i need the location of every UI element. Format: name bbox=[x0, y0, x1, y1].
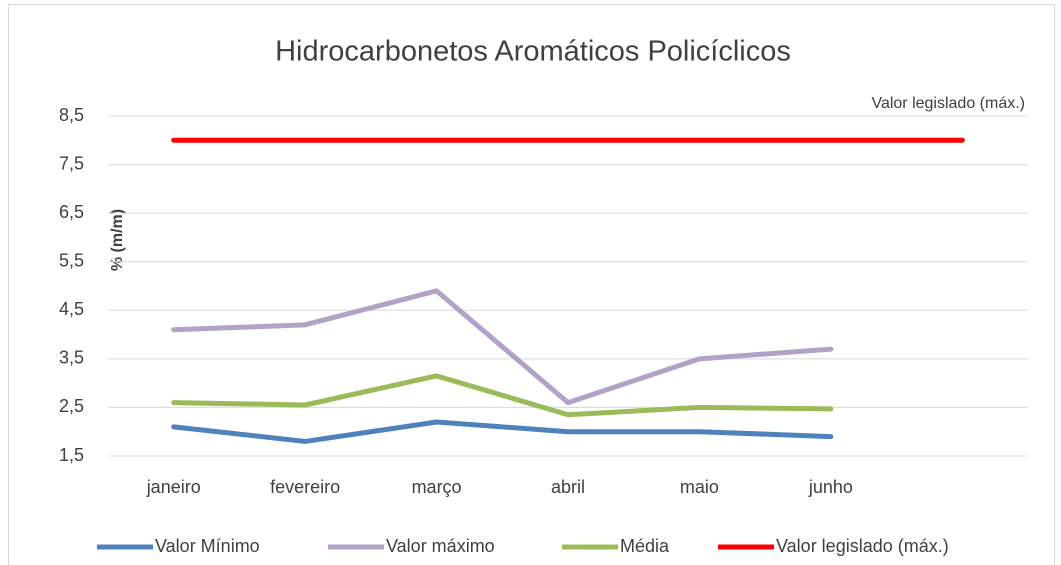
legend-label: Valor Mínimo bbox=[155, 536, 260, 556]
x-tick-label: abril bbox=[551, 477, 585, 497]
x-tick-label: janeiro bbox=[146, 477, 201, 497]
legend-label: Valor máximo bbox=[386, 536, 495, 556]
x-tick-label: fevereiro bbox=[270, 477, 340, 497]
y-tick-label: 8,5 bbox=[59, 105, 84, 125]
annotation: Valor legislado (máx.) bbox=[871, 95, 1025, 112]
legend-label: Valor legislado (máx.) bbox=[776, 536, 949, 556]
y-tick-label: 3,5 bbox=[59, 348, 84, 368]
y-tick-label: 7,5 bbox=[59, 153, 84, 173]
chart-title: Hidrocarbonetos Aromáticos Policíclicos bbox=[275, 36, 791, 68]
series-line bbox=[171, 373, 834, 418]
y-tick-label: 4,5 bbox=[59, 299, 84, 319]
x-tick-label: março bbox=[412, 477, 462, 497]
y-axis-label: % (m/m) bbox=[109, 209, 126, 271]
x-tick-label: maio bbox=[680, 477, 719, 497]
y-tick-label: 1,5 bbox=[59, 445, 84, 465]
y-tick-label: 6,5 bbox=[59, 202, 84, 222]
y-tick-label: 2,5 bbox=[59, 396, 84, 416]
x-tick-label: junho bbox=[808, 477, 853, 497]
series-line bbox=[171, 288, 834, 406]
legend-label: Média bbox=[620, 536, 670, 556]
chart-frame bbox=[8, 4, 1055, 565]
series-line bbox=[171, 419, 834, 444]
y-tick-label: 5,5 bbox=[59, 250, 84, 270]
